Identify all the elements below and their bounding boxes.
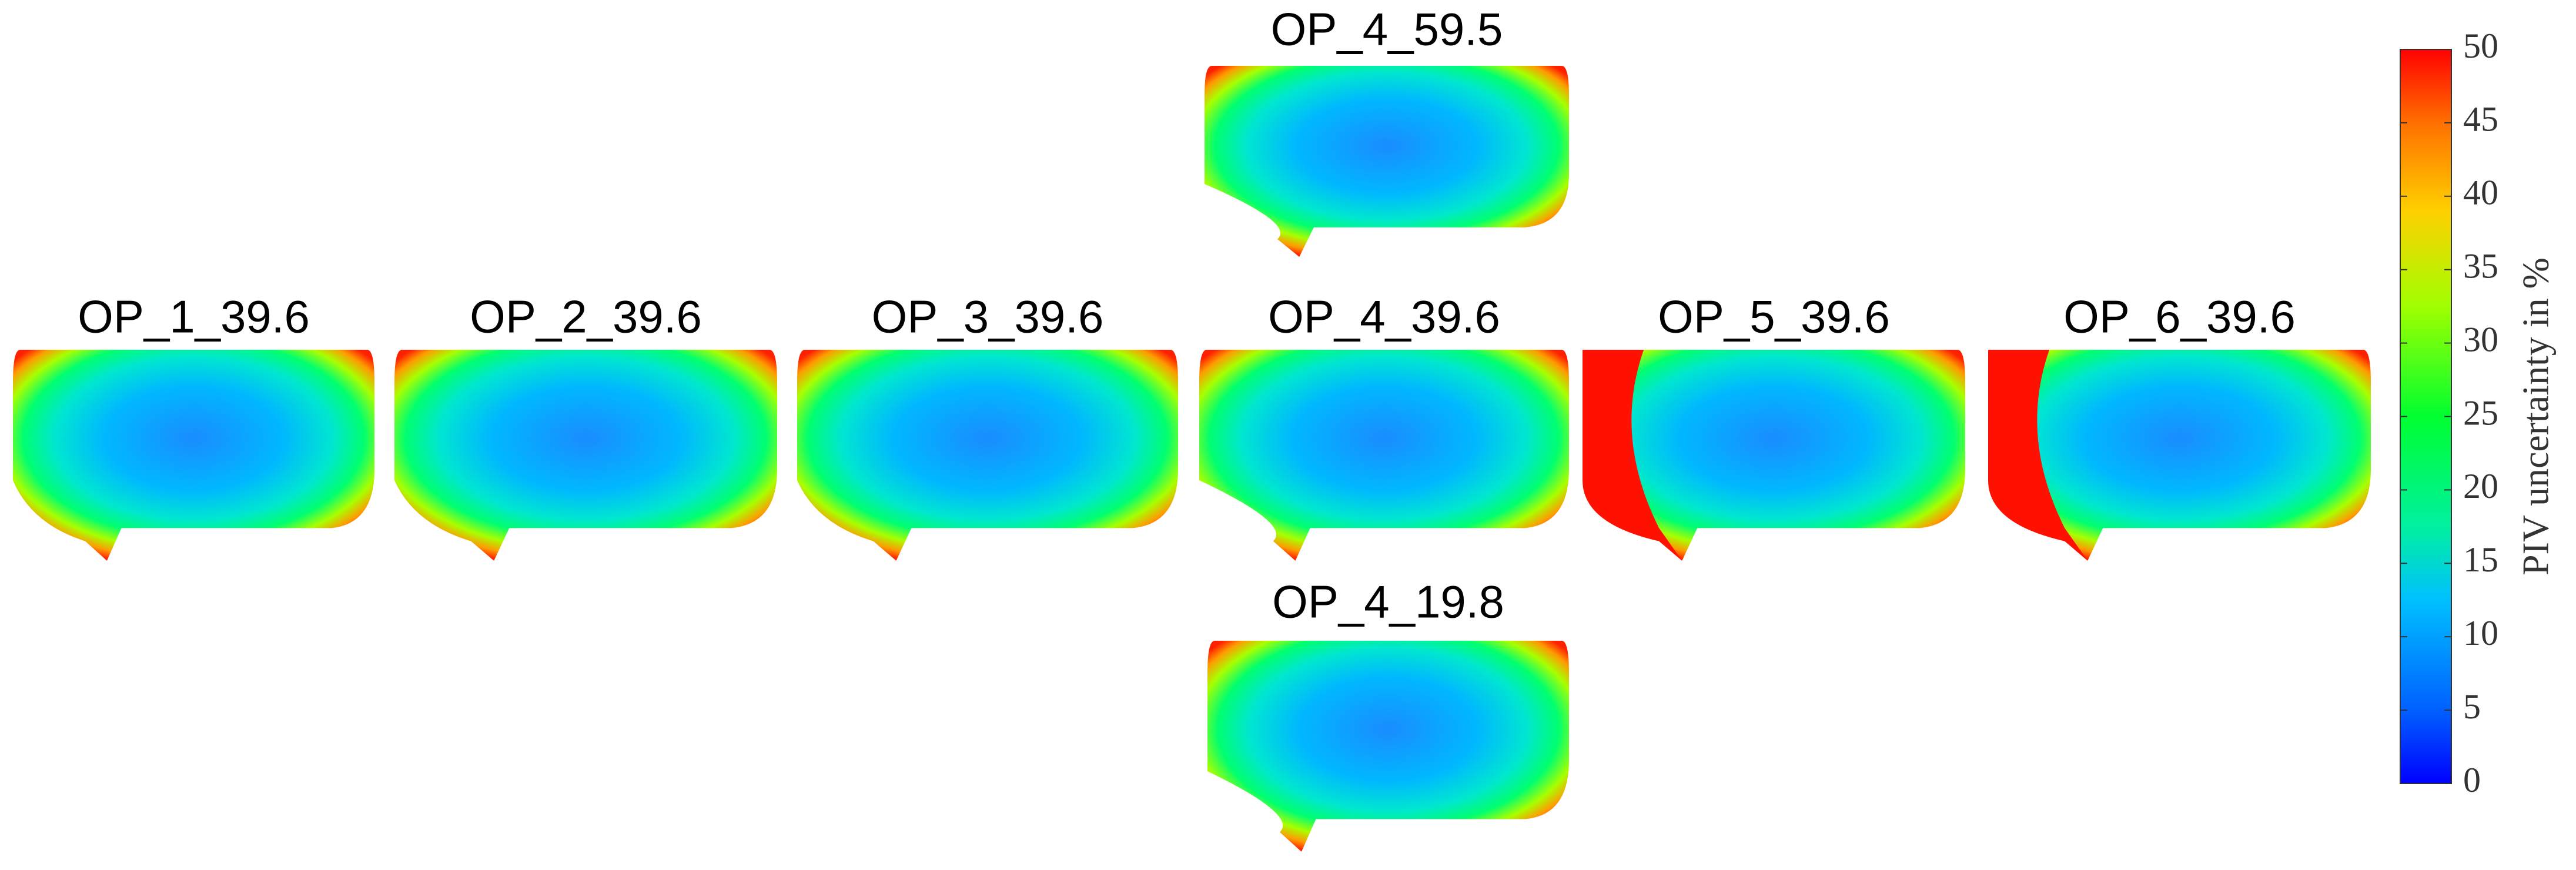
panel: OP_4_19.8 xyxy=(1207,576,1569,852)
tick-label: 40 xyxy=(2463,173,2498,212)
panel-title: OP_4_19.8 xyxy=(1272,576,1504,628)
panel-title: OP_2_39.6 xyxy=(470,291,702,343)
tick-label: 15 xyxy=(2463,540,2498,579)
uncertainty-field xyxy=(1207,641,1569,852)
uncertainty-field xyxy=(1205,66,1569,257)
tick-label: 50 xyxy=(2463,26,2498,65)
panel-title: OP_6_39.6 xyxy=(2063,291,2296,343)
panel-title: OP_5_39.6 xyxy=(1658,291,1890,343)
uncertainty-field xyxy=(1988,350,2371,561)
panel: OP_1_39.6 xyxy=(13,291,374,561)
panel: OP_6_39.6 xyxy=(1988,291,2371,561)
panel: OP_4_39.6 xyxy=(1199,291,1569,561)
tick-label: 35 xyxy=(2463,246,2498,285)
tick-label: 5 xyxy=(2463,687,2481,726)
tick-label: 45 xyxy=(2463,100,2498,139)
panel: OP_5_39.6 xyxy=(1583,291,1965,561)
colorbar-scale xyxy=(2400,49,2452,784)
uncertainty-field xyxy=(1199,350,1569,561)
uncertainty-field xyxy=(797,350,1178,561)
tick-label: 20 xyxy=(2463,467,2498,506)
uncertainty-field xyxy=(13,350,374,561)
tick-label: 0 xyxy=(2463,761,2481,799)
panel-title: OP_4_59.5 xyxy=(1271,4,1503,55)
uncertainty-field xyxy=(394,350,777,561)
panel: OP_4_59.5 xyxy=(1205,4,1569,257)
panel-title: OP_4_39.6 xyxy=(1268,291,1500,343)
tick-label: 10 xyxy=(2463,614,2498,652)
colorbar-label: PIV uncertainty in % xyxy=(2515,257,2557,575)
high-uncertainty-region xyxy=(1988,350,2088,561)
panels: OP_4_59.5 OP_1_39.6 OP_2_39.6 OP_3_39.6 OP_4… xyxy=(13,4,2371,852)
tick-label: 25 xyxy=(2463,393,2498,432)
high-uncertainty-region xyxy=(1583,350,1682,561)
tick-label: 30 xyxy=(2463,320,2498,359)
panel: OP_2_39.6 xyxy=(394,291,777,561)
panel: OP_3_39.6 xyxy=(797,291,1178,561)
panel-title: OP_1_39.6 xyxy=(78,291,310,343)
colorbar: 0 5 10 15 20 25 30 35 40 45 50 PIV uncertainty in % xyxy=(2400,26,2557,799)
panel-title: OP_3_39.6 xyxy=(872,291,1104,343)
uncertainty-field xyxy=(1583,350,1965,561)
